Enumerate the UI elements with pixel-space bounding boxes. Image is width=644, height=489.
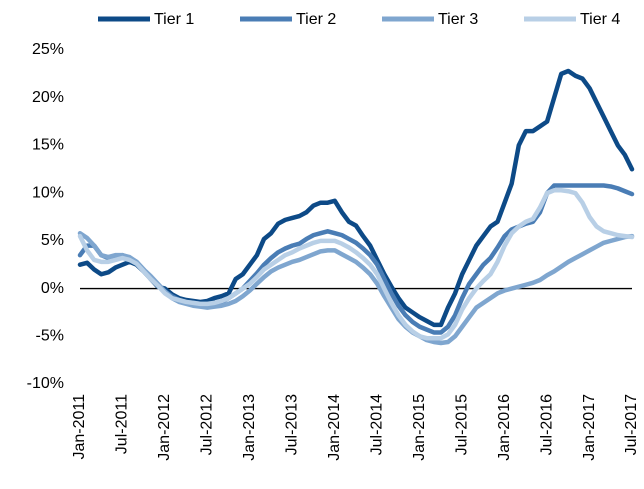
x-tick-label: Jul-2011	[114, 394, 131, 454]
legend-label: Tier 1	[154, 11, 194, 28]
x-tick-label: Jan-2017	[581, 394, 598, 461]
x-tick-label: Jul-2012	[199, 394, 216, 455]
x-tick-label: Jan-2015	[411, 394, 428, 461]
legend-label: Tier 2	[296, 11, 336, 28]
y-tick-label: 10%	[32, 184, 64, 201]
x-tick-label: Jan-2016	[496, 394, 513, 461]
y-tick-label: -10%	[27, 375, 64, 392]
x-tick-label: Jan-2012	[156, 394, 173, 461]
x-tick-label: Jan-2013	[241, 394, 258, 461]
y-tick-label: 25%	[32, 41, 64, 58]
x-tick-label: Jul-2013	[284, 394, 301, 455]
x-tick-label: Jul-2015	[453, 394, 470, 455]
legend-label: Tier 4	[580, 11, 620, 28]
y-tick-label: 5%	[41, 232, 64, 249]
y-tick-label: -5%	[36, 328, 64, 345]
y-tick-label: 0%	[41, 280, 64, 297]
series-line	[77, 183, 635, 335]
x-tick-label: Jul-2016	[538, 394, 555, 455]
legend-label: Tier 3	[438, 11, 478, 28]
x-tick-label: Jan-2014	[326, 394, 343, 461]
series-line	[77, 188, 635, 341]
x-tick-label: Jan-2011	[71, 394, 88, 460]
x-tick-label: Jul-2014	[368, 394, 385, 455]
y-tick-label: 20%	[32, 89, 64, 106]
x-tick-label: Jul-2017	[623, 394, 640, 455]
y-tick-label: 15%	[32, 137, 64, 154]
